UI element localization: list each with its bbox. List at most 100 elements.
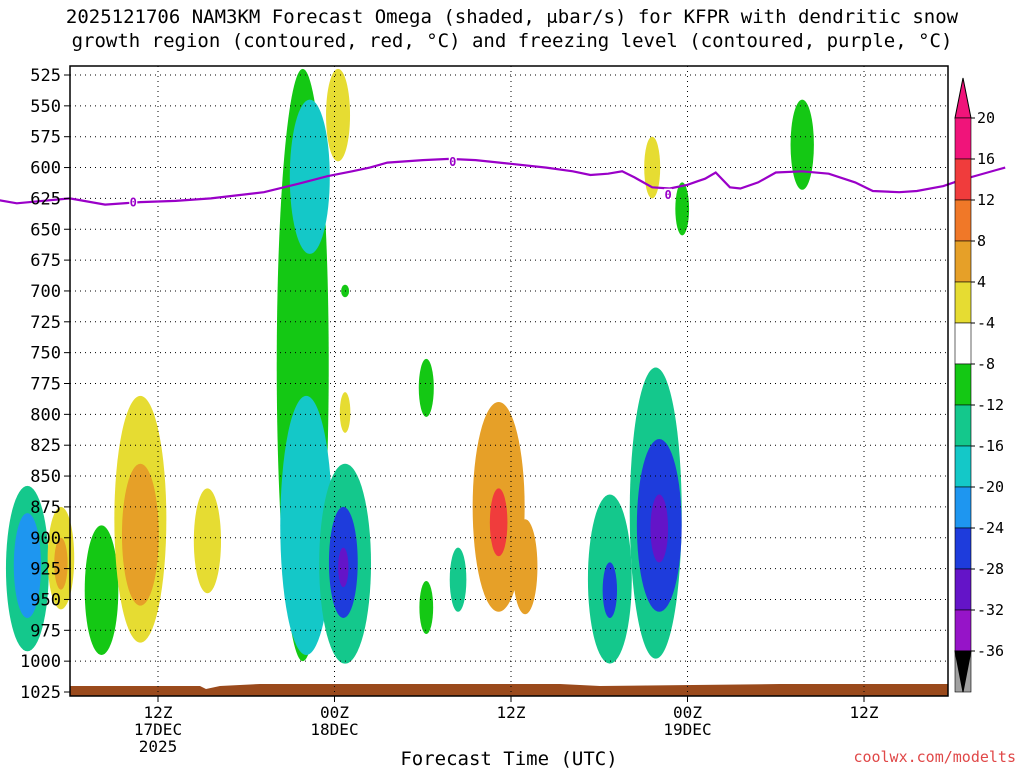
colorbar: 20 16 12 8 4 -4 -8 -12 -16 -20 -24 -28 -32 -36 (954, 77, 1004, 693)
omega-cell (644, 136, 661, 199)
colorbar-segment (954, 363, 972, 406)
x-tick-label: 18DEC (310, 720, 358, 739)
omega-cell (419, 580, 434, 635)
omega-cell (650, 494, 669, 563)
colorbar-segment (954, 568, 972, 611)
omega-cell (280, 395, 333, 655)
omega-cell (512, 519, 538, 615)
y-tick-label: 600 (30, 159, 61, 179)
plot-border (69, 65, 949, 697)
ground-surface (70, 684, 948, 696)
y-tick-label: 1025 (20, 683, 61, 703)
omega-cell (338, 547, 349, 588)
credit-text: coolwx.com/modelts (853, 748, 1016, 766)
omega-cell (84, 525, 119, 655)
colorbar-label: -16 (977, 437, 1004, 455)
x-tick-label: 12Z (144, 703, 173, 722)
omega-cell (193, 488, 222, 594)
y-axis: 525 550 575 600 625 650 675 700 725 750 775 800 825 8… (20, 66, 70, 703)
y-tick-label: 800 (30, 405, 61, 425)
x-tick-label: 2025 (139, 737, 178, 756)
y-tick-label: 700 (30, 282, 61, 302)
colorbar-label: -8 (977, 355, 995, 373)
omega-shading (5, 68, 814, 664)
y-tick-label: 925 (30, 560, 61, 580)
colorbar-segment (954, 281, 972, 324)
freezing-level-line (0, 157, 1006, 206)
y-tick-label: 625 (30, 189, 61, 209)
freezing-level-label-bg (129, 196, 138, 209)
x-tick-label: 12Z (497, 703, 526, 722)
y-tick-label: 725 (30, 313, 61, 333)
colorbar-segment (954, 404, 972, 447)
y-tick-label: 650 (30, 220, 61, 240)
colorbar-label: -12 (977, 396, 1004, 414)
colorbar-segment (954, 117, 972, 160)
omega-cell (790, 99, 814, 190)
colorbar-bottom-arrow (954, 650, 972, 693)
omega-cell (289, 99, 330, 254)
omega-cell (326, 68, 351, 162)
chart-title-line-2: growth region (contoured, red, °C) and f… (71, 30, 953, 52)
colorbar-label: 4 (977, 273, 986, 291)
colorbar-label: -32 (977, 601, 1004, 619)
omega-cell (602, 562, 618, 618)
colorbar-segment (954, 240, 972, 283)
colorbar-top-arrow (954, 77, 972, 119)
omega-cell (449, 547, 467, 612)
colorbar-segment (954, 445, 972, 488)
y-tick-label: 775 (30, 375, 61, 395)
colorbar-label: -20 (977, 478, 1004, 496)
omega-cell (418, 358, 434, 417)
plot-frame (69, 65, 949, 697)
colorbar-segment (954, 486, 972, 529)
colorbar-segment (954, 322, 972, 365)
colorbar-label: 8 (977, 232, 986, 250)
freezing-level-label: 0 (664, 188, 671, 202)
colorbar-label: 16 (977, 150, 995, 168)
y-tick-label: 675 (30, 251, 61, 271)
grid-lines (70, 66, 948, 696)
y-tick-label: 850 (30, 467, 61, 487)
freezing-level-label: 0 (130, 196, 137, 210)
y-tick-label: 750 (30, 344, 61, 364)
colorbar-segment (954, 527, 972, 570)
freezing-level-label: 0 (449, 155, 456, 169)
x-tick-label: 12Z (850, 703, 879, 722)
x-tick-label: 17DEC (134, 720, 182, 739)
y-tick-label: 900 (30, 529, 61, 549)
colorbar-label: -36 (977, 642, 1004, 660)
ground-layer (70, 684, 948, 696)
x-tick-label: 00Z (320, 703, 349, 722)
chart-title-line-1: 2025121706 NAM3KM Forecast Omega (shaded… (65, 6, 959, 28)
colorbar-label: -24 (977, 519, 1004, 537)
y-tick-label: 825 (30, 436, 61, 456)
y-tick-label: 875 (30, 498, 61, 518)
colorbar-label: -4 (977, 314, 995, 332)
y-tick-label: 575 (30, 128, 61, 148)
colorbar-label: 20 (977, 109, 995, 127)
colorbar-segment (954, 609, 972, 652)
x-tick-label: 19DEC (663, 720, 711, 739)
freezing-level-contour: 0 0 0 (0, 155, 1006, 210)
omega-cell (121, 463, 159, 606)
omega-cell (489, 488, 508, 557)
colorbar-segment (954, 158, 972, 201)
y-tick-label: 550 (30, 97, 61, 117)
y-tick-label: 950 (30, 590, 61, 610)
y-tick-label: 525 (30, 66, 61, 86)
freezing-level-label-bg (448, 155, 457, 168)
x-axis-label: Forecast Time (UTC) (400, 748, 617, 768)
omega-cell (54, 537, 68, 590)
omega-cell (339, 392, 351, 433)
y-tick-label: 975 (30, 621, 61, 641)
omega-cell (675, 182, 690, 236)
x-tick-label: 00Z (673, 703, 702, 722)
omega-cell (13, 513, 41, 618)
colorbar-label: -28 (977, 560, 1004, 578)
freezing-level-label-bg (664, 188, 673, 201)
y-tick-label: 1000 (20, 652, 61, 672)
colorbar-segment (954, 199, 972, 242)
